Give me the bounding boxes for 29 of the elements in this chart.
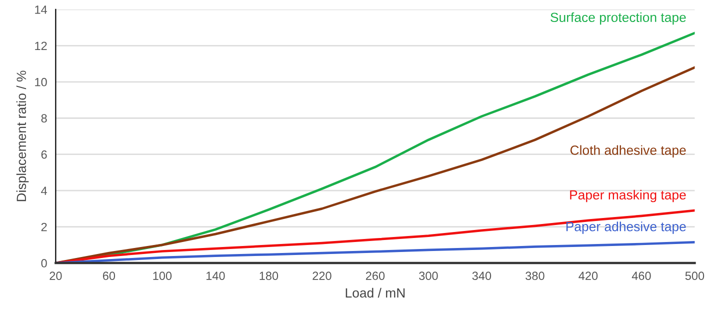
y-tick-label: 0 [41, 259, 47, 268]
series-label: Paper masking tape [570, 190, 686, 202]
x-tick-label: 420 [578, 272, 598, 280]
y-tick-label: 4 [41, 186, 48, 195]
x-tick-label: 220 [312, 272, 332, 280]
y-tick-label: 6 [41, 150, 47, 159]
y-tick-label: 12 [35, 42, 47, 50]
line-series [56, 241, 695, 264]
x-tick-label: 340 [472, 272, 492, 280]
x-tick-label: 300 [419, 272, 438, 280]
series-label: Paper adhesive tape [566, 222, 686, 234]
series-label: Cloth adhesive tape [570, 145, 686, 158]
x-tick-label: 100 [153, 272, 172, 280]
x-axis-title: Load / mN [346, 288, 405, 298]
series-label: Surface protection tape [550, 12, 686, 25]
y-tick-label: 10 [35, 78, 47, 86]
x-tick-label: 500 [685, 272, 704, 280]
x-tick-label: 20 [50, 272, 62, 280]
x-tick-label: 260 [366, 272, 385, 280]
x-tick-label: 60 [102, 272, 116, 280]
y-tick-label: 8 [41, 114, 47, 123]
x-tick-label: 180 [260, 272, 278, 280]
y-tick-label: 14 [35, 6, 48, 14]
line-series [56, 209, 695, 264]
y-axis-title: Displacement ratio / % [16, 70, 29, 202]
y-tick-label: 2 [41, 222, 47, 232]
x-tick-label: 140 [206, 272, 225, 280]
x-tick-label: 380 [526, 272, 544, 280]
x-tick-label: 460 [632, 272, 651, 280]
